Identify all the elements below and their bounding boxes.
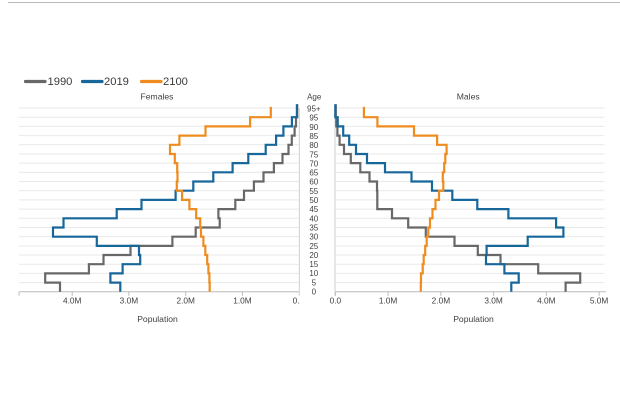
- svg-text:70: 70: [309, 159, 318, 168]
- svg-text:25: 25: [309, 242, 318, 251]
- svg-text:Population: Population: [137, 314, 178, 324]
- svg-text:4.0M: 4.0M: [63, 295, 82, 305]
- svg-text:0.: 0.: [293, 295, 300, 305]
- svg-text:60: 60: [309, 178, 318, 187]
- svg-text:Males: Males: [457, 92, 480, 102]
- svg-text:2100: 2100: [163, 76, 188, 88]
- svg-text:5.0M: 5.0M: [590, 295, 609, 305]
- svg-text:95: 95: [309, 114, 318, 123]
- svg-text:3.0M: 3.0M: [484, 295, 503, 305]
- svg-text:20: 20: [309, 251, 318, 260]
- svg-text:65: 65: [309, 169, 318, 178]
- svg-text:75: 75: [309, 150, 318, 159]
- svg-text:15: 15: [309, 260, 318, 269]
- svg-text:Females: Females: [141, 92, 174, 102]
- svg-text:30: 30: [309, 233, 318, 242]
- svg-text:1990: 1990: [48, 76, 73, 88]
- svg-text:80: 80: [309, 141, 318, 150]
- svg-text:0.0: 0.0: [330, 295, 342, 305]
- svg-text:85: 85: [309, 132, 318, 141]
- svg-text:45: 45: [309, 205, 318, 214]
- svg-text:90: 90: [309, 123, 318, 132]
- svg-text:55: 55: [309, 187, 318, 196]
- svg-text:4.0M: 4.0M: [537, 295, 556, 305]
- svg-text:35: 35: [309, 224, 318, 233]
- svg-text:40: 40: [309, 214, 318, 223]
- svg-text:2.0M: 2.0M: [432, 295, 451, 305]
- svg-text:10: 10: [309, 269, 318, 278]
- svg-text:Population: Population: [453, 314, 494, 324]
- svg-text:5: 5: [312, 278, 317, 287]
- svg-text:0: 0: [312, 288, 317, 297]
- svg-text:1.0M: 1.0M: [379, 295, 398, 305]
- svg-text:50: 50: [309, 196, 318, 205]
- svg-text:Age: Age: [307, 93, 322, 102]
- svg-text:3.0M: 3.0M: [120, 295, 139, 305]
- svg-text:2019: 2019: [104, 76, 129, 88]
- svg-text:2.0M: 2.0M: [176, 295, 195, 305]
- svg-text:1.0M: 1.0M: [233, 295, 252, 305]
- svg-text:95+: 95+: [307, 105, 321, 114]
